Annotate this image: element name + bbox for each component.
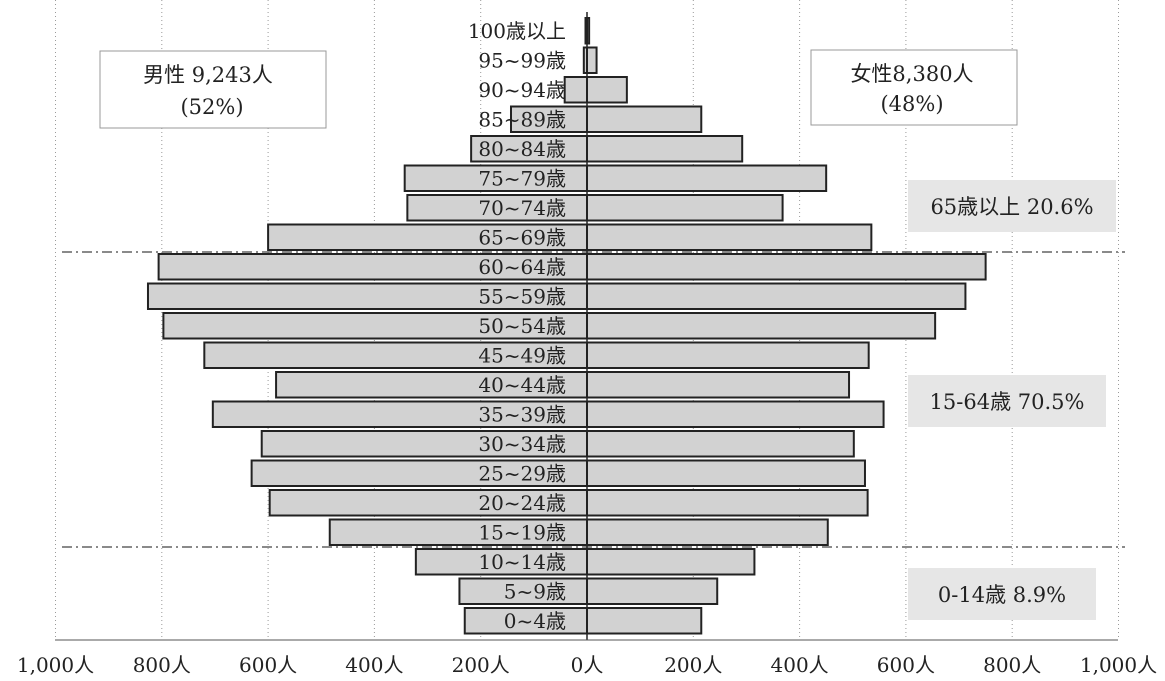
young-group-label: 0-14歳 8.9% [938, 583, 1066, 607]
category-label: 100歳以上 [468, 19, 566, 43]
female-bar-6 [586, 194, 784, 222]
young-group-panel: 0-14歳 8.9% [908, 568, 1096, 620]
male-bar-5 [403, 164, 588, 192]
working-group-panel: 15-64歳 70.5% [908, 375, 1106, 427]
female-bar-7 [586, 223, 873, 251]
male-bar-12 [275, 371, 588, 399]
female-bar-5 [586, 164, 828, 192]
male-bar-18 [414, 548, 588, 576]
category-label: 90~94歳 [478, 78, 566, 102]
female-bar-20 [586, 607, 703, 635]
male-bar-10 [162, 312, 588, 340]
category-label: 75~79歳 [478, 166, 566, 190]
male-bar-19 [458, 577, 588, 605]
x-tick-label: 0人 [571, 653, 604, 677]
female-bar-15 [586, 459, 866, 487]
category-label: 85~89歳 [478, 107, 566, 131]
male-percent-label: (52%) [180, 95, 243, 119]
male-total-label: 男性 9,243人 [143, 63, 273, 87]
x-tick-label: 800人 [983, 653, 1041, 677]
x-tick-label: 400人 [345, 653, 403, 677]
female-bar-1 [586, 46, 598, 74]
category-label: 25~29歳 [478, 461, 566, 485]
male-legend-box: 男性 9,243人 (52%) [99, 50, 327, 129]
category-label: 70~74歳 [478, 196, 566, 220]
category-label: 80~84歳 [478, 137, 566, 161]
female-bar-14 [586, 430, 855, 458]
working-group-label: 15-64歳 70.5% [930, 390, 1085, 414]
female-legend-box: 女性8,380人 (48%) [810, 49, 1018, 126]
x-tick-label: 600人 [239, 653, 297, 677]
category-label: 50~54歳 [478, 314, 566, 338]
category-label: 35~39歳 [478, 402, 566, 426]
elderly-group-panel: 65歳以上 20.6% [908, 180, 1116, 232]
female-total-label: 女性8,380人 [850, 62, 973, 86]
category-label: 30~34歳 [478, 432, 566, 456]
female-bar-18 [586, 548, 756, 576]
category-label: 95~99歳 [478, 48, 566, 72]
female-bar-2 [586, 76, 628, 104]
female-bar-16 [586, 489, 869, 517]
female-bar-19 [586, 577, 719, 605]
male-bar-8 [157, 253, 588, 281]
female-bar-9 [586, 282, 967, 310]
elderly-group-label: 65歳以上 20.6% [930, 195, 1093, 219]
x-tick-label: 800人 [133, 653, 191, 677]
x-axis-tick-labels: 1,000人 800人 600人 400人 200人 0人 200人 400人 600人 800人… [17, 653, 1157, 677]
female-bar-11 [586, 341, 870, 369]
x-tick-label: 200人 [452, 653, 510, 677]
category-label: 20~24歳 [478, 491, 566, 515]
male-bar-14 [260, 430, 588, 458]
x-tick-label: 1,000人 [17, 653, 94, 677]
bars [146, 12, 987, 640]
male-bar-6 [406, 194, 588, 222]
male-bar-7 [267, 223, 588, 251]
male-bar-11 [203, 341, 588, 369]
x-tick-label: 600人 [877, 653, 935, 677]
category-labels: 100歳以上 95~99歳 90~94歳 85~89歳 80~84歳 75~79歳 70~7… [468, 19, 566, 633]
x-tick-label: 200人 [664, 653, 722, 677]
category-label: 0~4歳 [504, 609, 566, 633]
male-bar-13 [211, 400, 588, 428]
male-bar-15 [250, 459, 588, 487]
category-label: 60~64歳 [478, 255, 566, 279]
x-tick-label: 400人 [771, 653, 829, 677]
female-bar-3 [586, 105, 703, 133]
female-bar-4 [586, 135, 744, 163]
female-bar-12 [586, 371, 851, 399]
x-tick-label: 1,000人 [1080, 653, 1157, 677]
category-label: 40~44歳 [478, 373, 566, 397]
female-bar-10 [586, 312, 937, 340]
male-bar-9 [146, 282, 589, 310]
female-bar-13 [586, 400, 885, 428]
female-bar-17 [586, 518, 829, 546]
category-label: 55~59歳 [478, 284, 566, 308]
category-label: 5~9歳 [504, 579, 566, 603]
category-label: 65~69歳 [478, 225, 566, 249]
category-label: 15~19歳 [478, 520, 566, 544]
category-label: 45~49歳 [478, 343, 566, 367]
male-bar-2 [563, 76, 589, 104]
age-group-dividers [62, 251, 1125, 548]
female-bar-8 [586, 253, 987, 281]
female-percent-label: (48%) [880, 92, 943, 116]
category-label: 10~14歳 [478, 550, 566, 574]
